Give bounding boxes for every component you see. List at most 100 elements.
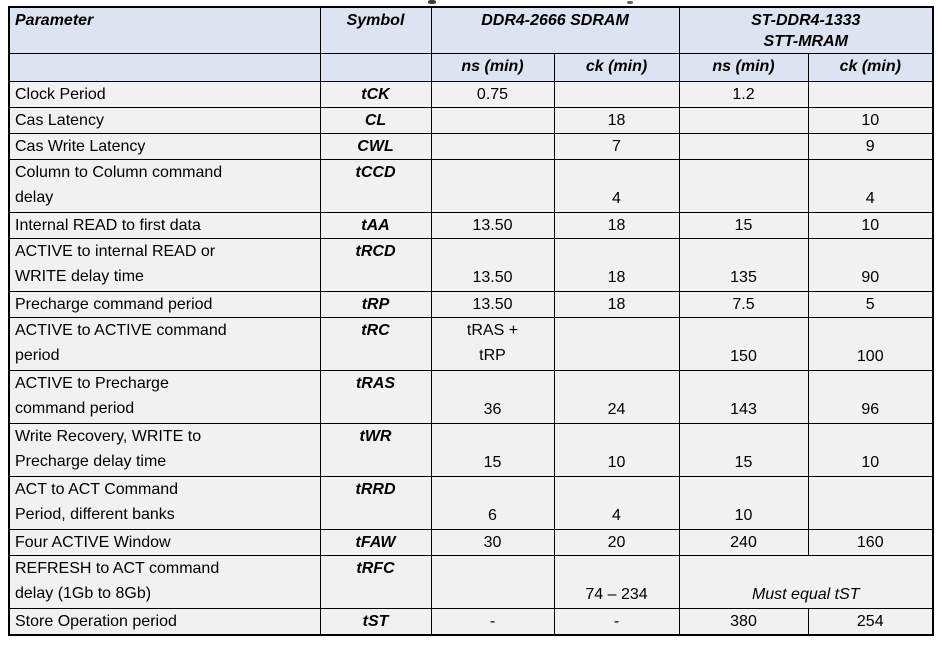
value-cell: 24 (553, 369, 680, 424)
value-cell: 10 (807, 106, 934, 134)
mram-group-header: ST-DDR4-1333 STT-MRAM (678, 6, 934, 54)
cropped-caption-fragment (627, 1, 633, 4)
value-cell (553, 316, 680, 371)
value-cell: 18 (553, 106, 680, 134)
symbol-cell: tAA (319, 211, 432, 239)
value-cell: 10 (553, 422, 680, 477)
value-cell: 4 (553, 158, 680, 213)
table-row: ACT to ACT Command Period, different ban… (8, 475, 934, 530)
parameter-cell: ACT to ACT Command Period, different ban… (8, 475, 321, 530)
symbol-cell: tRP (319, 290, 432, 318)
timing-parameters-table: Parameter Symbol DDR4-2666 SDRAM ST-DDR4… (8, 6, 934, 636)
value-cell (430, 132, 555, 160)
value-cell: 10 (678, 475, 809, 530)
subheader-ck-mram: ck (min) (807, 52, 934, 82)
value-cell: 0.75 (430, 80, 555, 108)
symbol-header: Symbol (319, 6, 432, 54)
parameter-cell: Clock Period (8, 80, 321, 108)
value-cell: 380 (678, 607, 809, 635)
symbol-cell: tST (319, 607, 432, 635)
value-cell: 4 (553, 475, 680, 530)
parameter-cell: Write Recovery, WRITE to Precharge delay… (8, 422, 321, 477)
table-row: Store Operation period tST - - 380 254 (8, 607, 934, 635)
value-cell: 160 (807, 528, 934, 556)
value-cell (678, 132, 809, 160)
parameter-cell: Cas Write Latency (8, 132, 321, 160)
value-cell: - (553, 607, 680, 635)
parameter-cell: Store Operation period (8, 607, 321, 635)
value-cell: 20 (553, 528, 680, 556)
parameter-cell: Column to Column command delay (8, 158, 321, 213)
value-cell: 13.50 (430, 290, 555, 318)
parameter-cell: ACTIVE to ACTIVE command period (8, 316, 321, 371)
value-cell: 1.2 (678, 80, 809, 108)
parameter-cell: Precharge command period (8, 290, 321, 318)
value-cell: tRAS + tRP (430, 316, 555, 371)
symbol-cell: tRRD (319, 475, 432, 530)
subheader-ns-mram: ns (min) (678, 52, 809, 82)
table-row: Cas Latency CL 18 10 (8, 106, 934, 134)
table-row: ACTIVE to ACTIVE command period tRC tRAS… (8, 316, 934, 371)
subheader-ns-ddr4: ns (min) (430, 52, 555, 82)
table-row: Cas Write Latency CWL 7 9 (8, 132, 934, 160)
value-cell: - (430, 607, 555, 635)
parameter-cell: ACTIVE to internal READ or WRITE delay t… (8, 237, 321, 292)
merged-note-cell: Must equal tST (678, 554, 934, 609)
value-cell: 96 (807, 369, 934, 424)
header-row-groups: Parameter Symbol DDR4-2666 SDRAM ST-DDR4… (8, 6, 934, 54)
value-cell (807, 80, 934, 108)
table-row: Precharge command period tRP 13.50 18 7.… (8, 290, 934, 318)
table-row: Four ACTIVE Window tFAW 30 20 240 160 (8, 528, 934, 556)
value-cell: 10 (807, 422, 934, 477)
value-cell: 6 (430, 475, 555, 530)
value-cell (678, 158, 809, 213)
header-row-units: ns (min) ck (min) ns (min) ck (min) (8, 52, 934, 82)
parameter-cell: Internal READ to first data (8, 211, 321, 239)
value-cell: 18 (553, 211, 680, 239)
parameter-cell: ACTIVE to Precharge command period (8, 369, 321, 424)
cropped-caption-fragment (428, 0, 436, 4)
parameter-cell: REFRESH to ACT command delay (1Gb to 8Gb… (8, 554, 321, 609)
value-cell: 10 (807, 211, 934, 239)
value-cell: 240 (678, 528, 809, 556)
table-row: ACTIVE to internal READ or WRITE delay t… (8, 237, 934, 292)
table-row: Write Recovery, WRITE to Precharge delay… (8, 422, 934, 477)
value-cell: 90 (807, 237, 934, 292)
value-cell: 143 (678, 369, 809, 424)
parameter-cell: Cas Latency (8, 106, 321, 134)
symbol-cell: tRFC (319, 554, 432, 609)
parameter-cell: Four ACTIVE Window (8, 528, 321, 556)
value-cell: 13.50 (430, 237, 555, 292)
symbol-cell: tRC (319, 316, 432, 371)
value-cell: 18 (553, 237, 680, 292)
value-cell (553, 80, 680, 108)
blank-header-cell (319, 52, 432, 82)
symbol-cell: tFAW (319, 528, 432, 556)
value-cell: 74 – 234 (553, 554, 680, 609)
symbol-cell: tCK (319, 80, 432, 108)
symbol-cell: CL (319, 106, 432, 134)
symbol-cell: CWL (319, 132, 432, 160)
ddr4-group-header: DDR4-2666 SDRAM (430, 6, 680, 54)
value-cell: 254 (807, 607, 934, 635)
table-row: Clock Period tCK 0.75 1.2 (8, 80, 934, 108)
value-cell (807, 475, 934, 530)
value-cell (430, 158, 555, 213)
value-cell: 9 (807, 132, 934, 160)
value-cell: 15 (678, 422, 809, 477)
symbol-cell: tRCD (319, 237, 432, 292)
value-cell: 15 (678, 211, 809, 239)
value-cell: 13.50 (430, 211, 555, 239)
value-cell: 4 (807, 158, 934, 213)
table-row: REFRESH to ACT command delay (1Gb to 8Gb… (8, 554, 934, 609)
value-cell: 100 (807, 316, 934, 371)
value-cell: 15 (430, 422, 555, 477)
table-row: Internal READ to first data tAA 13.50 18… (8, 211, 934, 239)
table-row: ACTIVE to Precharge command period tRAS … (8, 369, 934, 424)
symbol-cell: tRAS (319, 369, 432, 424)
symbol-cell: tWR (319, 422, 432, 477)
symbol-cell: tCCD (319, 158, 432, 213)
blank-header-cell (8, 52, 321, 82)
value-cell: 135 (678, 237, 809, 292)
value-cell (678, 106, 809, 134)
